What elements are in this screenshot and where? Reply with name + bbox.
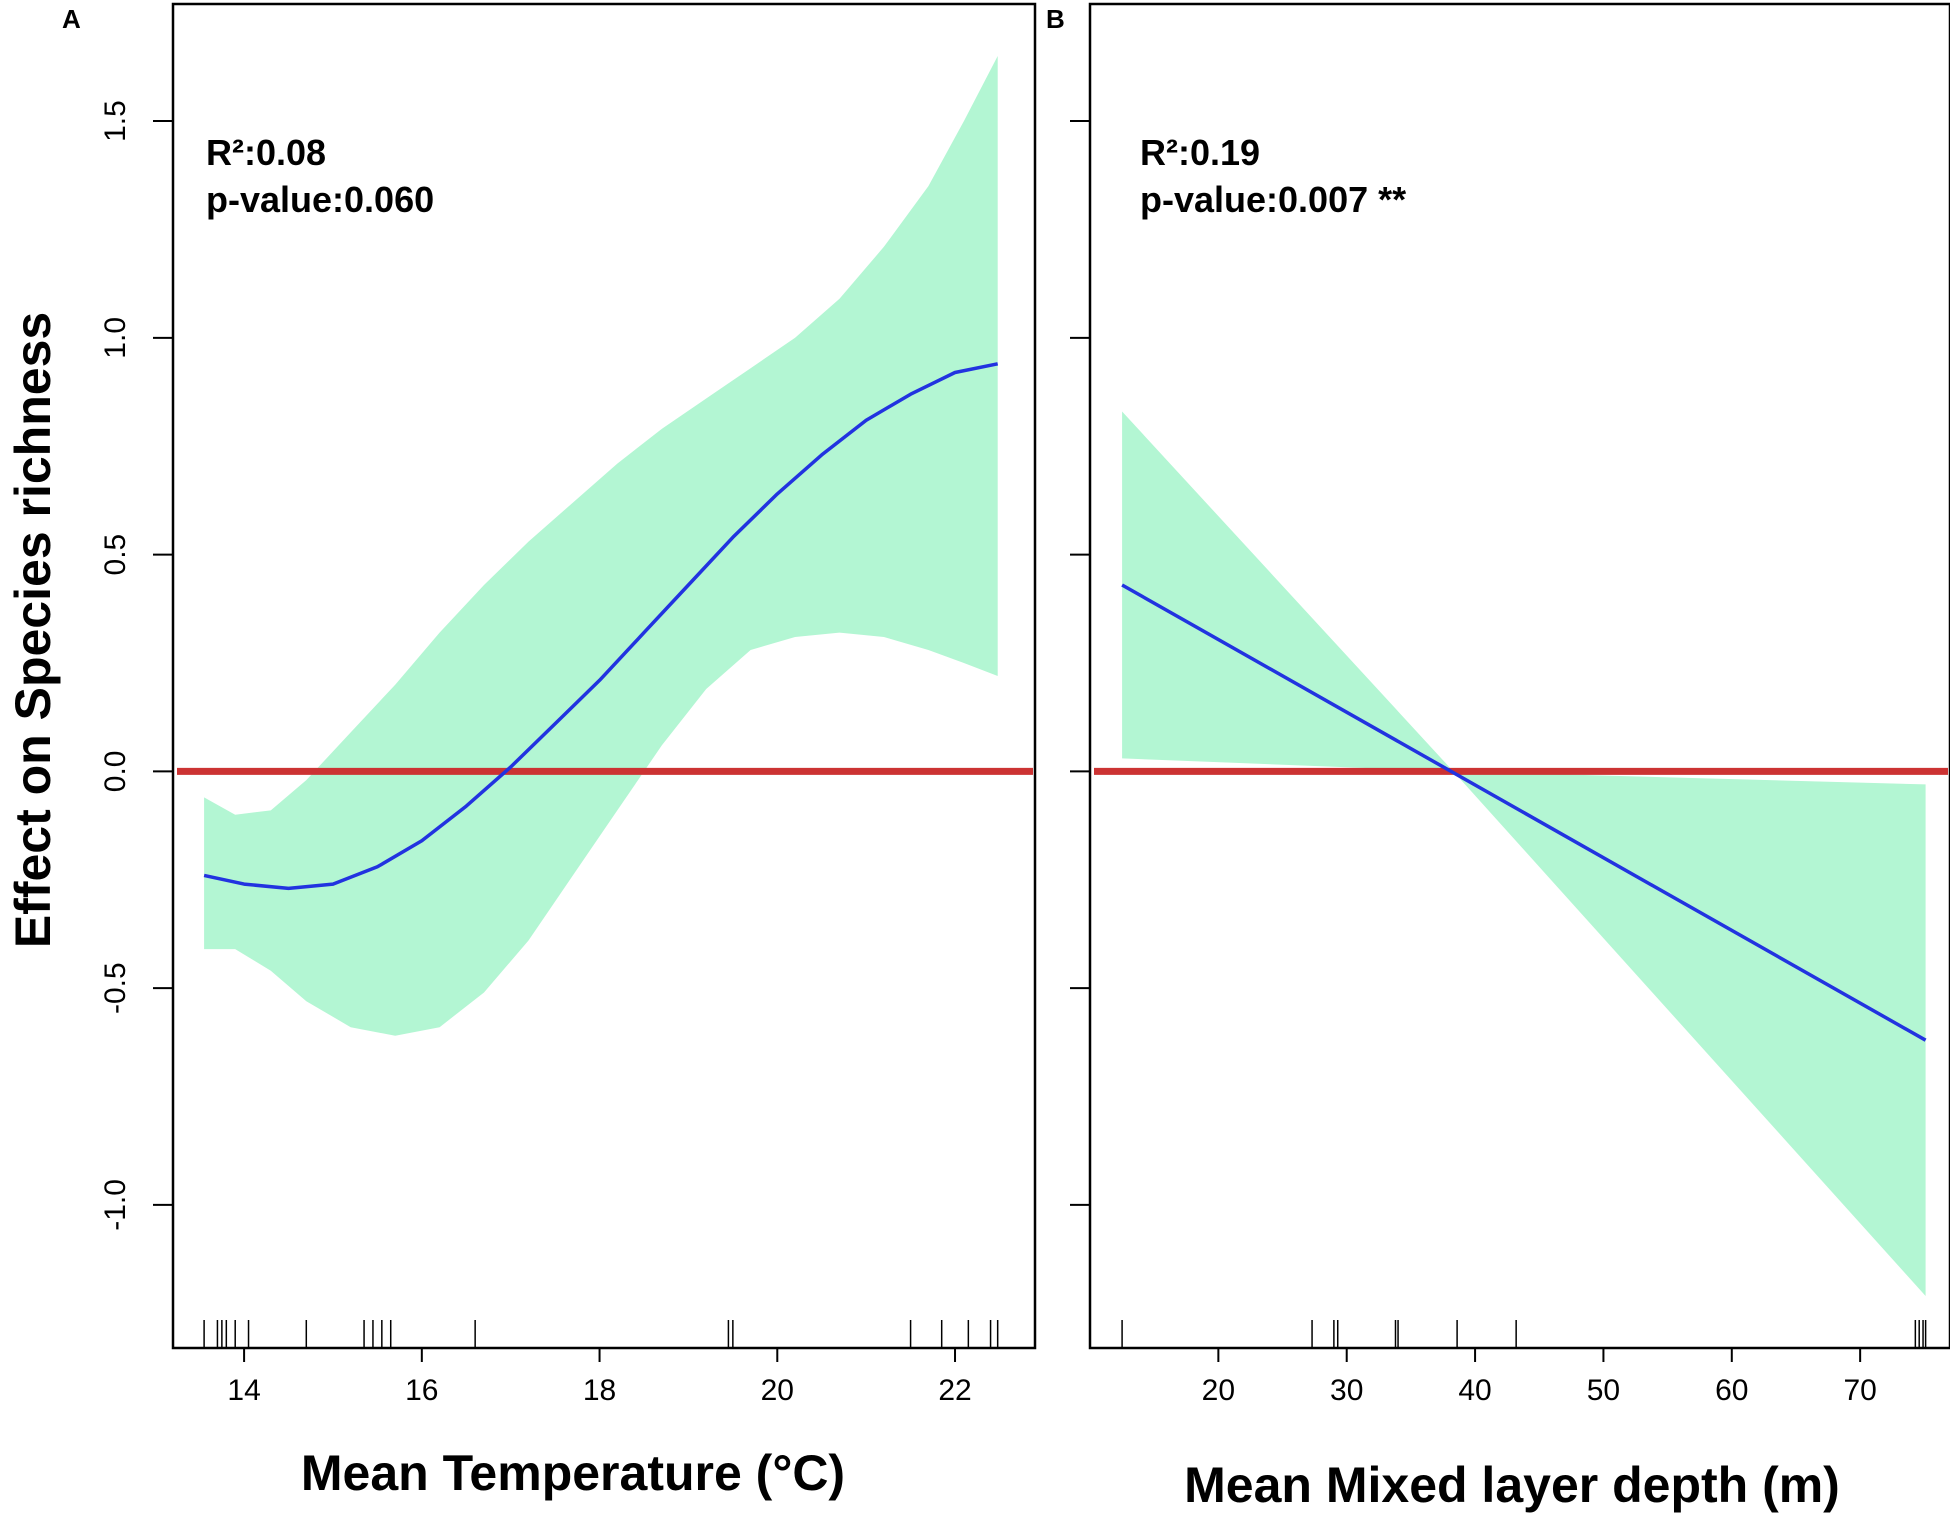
panel-a-x-axis-title: Mean Temperature (°C) [301, 1445, 845, 1501]
panel-a-x-tick-label: 22 [938, 1374, 971, 1407]
panel-a-x-tick-label: 16 [405, 1374, 438, 1407]
panel-a-fit-line [203, 362, 999, 891]
panel-b: 20 30 40 50 60 70 B R²:0.19 p-value:0.007 ** Mean… [1046, 2, 1950, 1513]
panel-b-confidence-band [1122, 411, 1926, 1296]
panel-a-r-squared: R²:0.08 [206, 132, 326, 173]
panel-a-y-tick-label: 1.0 [99, 317, 132, 359]
panel-b-p-value: p-value:0.007 ** [1140, 179, 1406, 220]
panel-a-y-tick-label: 1.5 [99, 100, 132, 142]
panel-a-y-tick-label: 0.0 [99, 751, 132, 793]
panel-a-y-tick-label: -1.0 [99, 1179, 132, 1231]
panel-b-letter: B [1046, 4, 1065, 34]
panel-b-x-tick-label: 70 [1843, 1374, 1876, 1407]
panel-a-x-tick-label: 14 [227, 1374, 260, 1407]
panel-b-x-tick-label: 50 [1587, 1374, 1620, 1407]
panel-b-r-squared: R²:0.19 [1140, 132, 1260, 173]
panel-a-y-tick-label: 0.5 [99, 534, 132, 576]
panel-b-fit-line [1121, 583, 1927, 1042]
y-axis-title: Effect on Species richness [5, 312, 61, 948]
panel-b-plot-frame [1088, 2, 1950, 1350]
panel-a-letter: A [62, 4, 81, 34]
panel-a-x-tick-label: 20 [761, 1374, 794, 1407]
panel-b-x-tick-label: 20 [1202, 1374, 1235, 1407]
panel-a-plot-frame [171, 2, 1037, 1350]
panel-b-x-tick-label: 30 [1330, 1374, 1363, 1407]
panel-b-x-tick-label: 60 [1715, 1374, 1748, 1407]
panel-b-x-axis-title: Mean Mixed layer depth (m) [1184, 1457, 1840, 1513]
panel-a: 14 16 18 20 22 -1.0 -0.5 0.0 0.5 1.0 1.5 A R²:0.08 p-… [62, 2, 1037, 1501]
panel-a-y-tick-label: -0.5 [99, 962, 132, 1014]
panel-b-x-tick-label: 40 [1458, 1374, 1491, 1407]
panel-a-x-tick-label: 18 [583, 1374, 616, 1407]
panel-a-confidence-band [204, 56, 998, 1036]
panel-a-p-value: p-value:0.060 [206, 179, 434, 220]
